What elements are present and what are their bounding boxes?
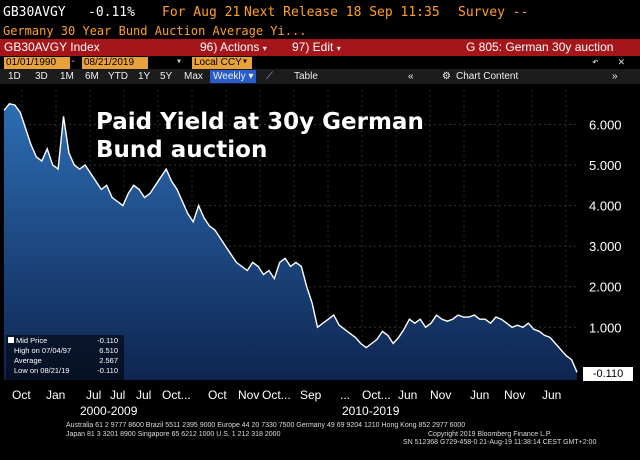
y-tick-label: 3.000	[589, 239, 622, 254]
legend-high: High on 07/04/97 6.510	[14, 346, 118, 355]
x-tick-label: Oct...	[262, 388, 291, 402]
settings-gear-icon[interactable]: ⚙	[442, 71, 451, 82]
index-name: GB30AVGY Index	[4, 40, 100, 54]
x-tick-label: Nov	[504, 388, 525, 402]
footer: Australia 61 2 9777 8600 Brazil 5511 239…	[0, 420, 640, 460]
footer-copyright: Copyright 2019 Bloomberg Finance L.P.	[428, 431, 552, 438]
x-tick-label: Oct...	[362, 388, 391, 402]
x-tick-label: Nov	[238, 388, 259, 402]
chevron-down-icon: ▾	[262, 44, 267, 53]
x-tick-label: Jul	[136, 388, 151, 402]
x-axis: Oct Jan Jul Jul Jul Oct... Oct Nov Oct... Sep... O…	[12, 388, 561, 418]
legend-low: Low on 08/21/19 -0.110	[14, 366, 118, 375]
chevron-down-icon: ▾	[242, 56, 249, 67]
footer-contacts-1: Australia 61 2 9777 8600 Brazil 5511 239…	[66, 422, 466, 429]
chevron-down-icon: ▾	[248, 71, 254, 82]
for-date: For Aug 21	[162, 5, 241, 20]
yield-area	[4, 103, 577, 381]
last-value-tag: -0.110	[583, 367, 633, 381]
legend-mid-price: Mid Price -0.110	[8, 336, 122, 345]
annotation-line-2: Bund auction	[96, 137, 268, 163]
x-tick-label: Nov	[430, 388, 451, 402]
y-tick-label: 6.000	[589, 117, 622, 132]
period-ytd[interactable]: YTD	[108, 71, 128, 82]
chevron-down-icon: ▾	[336, 44, 341, 53]
x-tick-label: Oct	[208, 388, 227, 402]
subtitle: Germany 30 Year Bund Auction Average Yi.…	[3, 24, 307, 38]
end-date-field[interactable]: 08/21/2019	[82, 57, 148, 69]
x-tick-label: Jun	[542, 388, 561, 402]
y-axis: 6.000 5.000 4.000 3.000 2.000 1.000	[589, 117, 622, 335]
settings-icon[interactable]: ✕	[618, 55, 625, 68]
footer-contacts-2: Japan 81 3 3201 8900 Singapore 65 6212 1…	[66, 431, 281, 438]
x-tick-label: Jan	[46, 388, 65, 402]
chevron-down-icon: ▾	[176, 56, 183, 67]
period-max[interactable]: Max	[184, 71, 203, 82]
date-range-bar: 01/01/1990 - 08/21/2019 ▾ Local CCY ▾ ↶ …	[0, 55, 640, 69]
function-toolbar: GB30AVGY Index 96) Actions ▾ 97) Edit ▾ …	[0, 39, 640, 56]
x-tick-label: ...	[340, 388, 350, 402]
edit-menu[interactable]: 97) Edit ▾	[292, 40, 341, 54]
x-group-label: 2010-2019	[342, 404, 400, 418]
legend-average: Average 2.567	[14, 356, 118, 365]
line-chart-icon[interactable]: ⟋	[266, 71, 273, 82]
x-tick-label: Jul	[110, 388, 125, 402]
change-value: -0.11%	[88, 5, 135, 20]
page-title: G 805: German 30y auction	[466, 40, 614, 54]
x-tick-label: Jul	[86, 388, 101, 402]
x-tick-label: Oct	[12, 388, 31, 402]
legend: Mid Price -0.110 High on 07/04/97 6.510 A…	[6, 335, 124, 380]
chart-controls: 1D 3D 1M 6M YTD 1Y 5Y Max Weekly ▾ ⟋ Tab…	[0, 69, 640, 84]
currency-select[interactable]: Local CCY	[192, 57, 252, 69]
y-tick-label: 1.000	[589, 320, 622, 335]
collapse-icon[interactable]: «	[408, 71, 414, 82]
next-release: Next Release 18 Sep 11:35	[244, 5, 440, 20]
chart-content-button[interactable]: Chart Content	[456, 71, 519, 82]
undo-icon[interactable]: ↶	[592, 55, 599, 68]
footer-session: SN 512368 G729-458-0 21-Aug-19 11:38:14 …	[403, 439, 597, 446]
period-3d[interactable]: 3D	[35, 71, 48, 82]
period-5y[interactable]: 5Y	[160, 71, 173, 82]
security-description: Germany 30 Year Bund Auction Average Yi.…	[0, 24, 640, 38]
x-tick-label: Jun	[470, 388, 489, 402]
period-1m[interactable]: 1M	[60, 71, 74, 82]
survey: Survey --	[458, 5, 529, 20]
period-1d[interactable]: 1D	[8, 71, 21, 82]
y-tick-label: 4.000	[589, 199, 622, 214]
date-separator: -	[70, 56, 77, 67]
x-tick-label: Jun	[398, 388, 417, 402]
legend-swatch	[8, 337, 14, 343]
yield-line	[3, 103, 578, 373]
x-tick-label: Oct...	[162, 388, 191, 402]
ticker: GB30AVGY	[3, 5, 66, 20]
security-header: GB30AVGY -0.11% For Aug 21 Next Release …	[0, 0, 640, 24]
table-tab[interactable]: Table	[294, 71, 318, 82]
annotation-line-1: Paid Yield at 30y German	[96, 109, 424, 135]
period-1y[interactable]: 1Y	[138, 71, 151, 82]
yield-chart: 6.000 5.000 4.000 3.000 2.000 1.000 Oct Jan Jul…	[0, 84, 640, 420]
expand-icon[interactable]: »	[612, 71, 618, 82]
x-tick-label: Sep	[300, 388, 322, 402]
x-group-label: 2000-2009	[80, 404, 138, 418]
y-tick-label: 5.000	[589, 158, 622, 173]
actions-menu[interactable]: 96) Actions ▾	[200, 40, 267, 54]
y-tick-label: 2.000	[589, 280, 622, 295]
period-6m[interactable]: 6M	[85, 71, 99, 82]
start-date-field[interactable]: 01/01/1990	[4, 57, 70, 69]
frequency-select[interactable]: Weekly ▾	[210, 70, 257, 83]
